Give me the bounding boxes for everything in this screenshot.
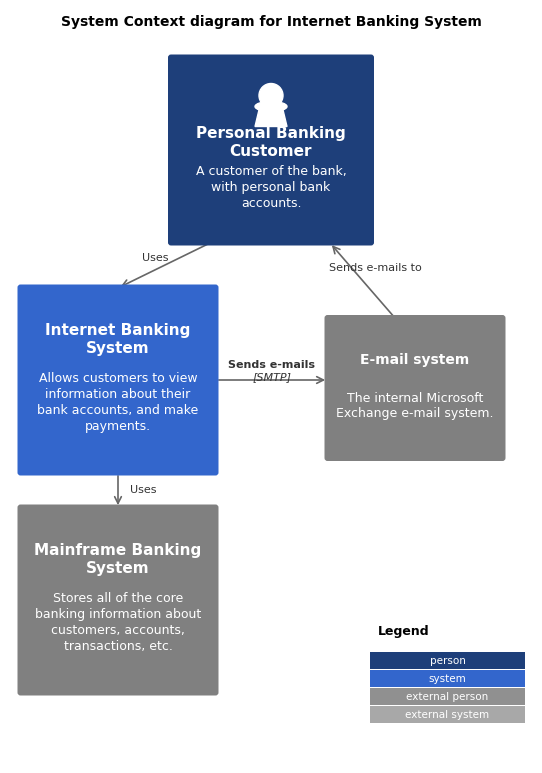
Text: external system: external system — [405, 710, 489, 720]
Text: Personal Banking
Customer: Personal Banking Customer — [196, 126, 346, 159]
FancyBboxPatch shape — [17, 505, 218, 696]
FancyBboxPatch shape — [370, 688, 525, 705]
FancyBboxPatch shape — [168, 55, 374, 246]
Text: Sends e-mails to: Sends e-mails to — [328, 263, 421, 273]
FancyBboxPatch shape — [325, 315, 506, 461]
Text: E-mail system: E-mail system — [360, 353, 469, 367]
FancyBboxPatch shape — [370, 670, 525, 687]
Text: Mainframe Banking
System: Mainframe Banking System — [34, 543, 202, 577]
Text: Uses: Uses — [130, 485, 157, 495]
Text: [SMTP]: [SMTP] — [253, 372, 292, 382]
Ellipse shape — [255, 101, 287, 111]
Text: Legend: Legend — [378, 625, 430, 638]
Text: person: person — [430, 656, 466, 666]
Circle shape — [259, 83, 283, 107]
Text: Allows customers to view
information about their
bank accounts, and make
payment: Allows customers to view information abo… — [37, 372, 198, 433]
Text: Internet Banking
System: Internet Banking System — [46, 322, 191, 356]
Text: Uses: Uses — [142, 253, 168, 263]
FancyBboxPatch shape — [370, 706, 525, 723]
Text: external person: external person — [406, 692, 489, 702]
Text: Sends e-mails: Sends e-mails — [229, 360, 315, 370]
Text: A customer of the bank,
with personal bank
accounts.: A customer of the bank, with personal ba… — [196, 165, 346, 210]
Text: Stores all of the core
banking information about
customers, accounts,
transactio: Stores all of the core banking informati… — [35, 592, 201, 653]
Text: System Context diagram for Internet Banking System: System Context diagram for Internet Bank… — [61, 15, 481, 29]
Text: system: system — [429, 673, 466, 683]
Polygon shape — [255, 107, 287, 127]
FancyBboxPatch shape — [370, 652, 525, 669]
Text: The internal Microsoft
Exchange e-mail system.: The internal Microsoft Exchange e-mail s… — [336, 391, 494, 421]
FancyBboxPatch shape — [17, 284, 218, 475]
